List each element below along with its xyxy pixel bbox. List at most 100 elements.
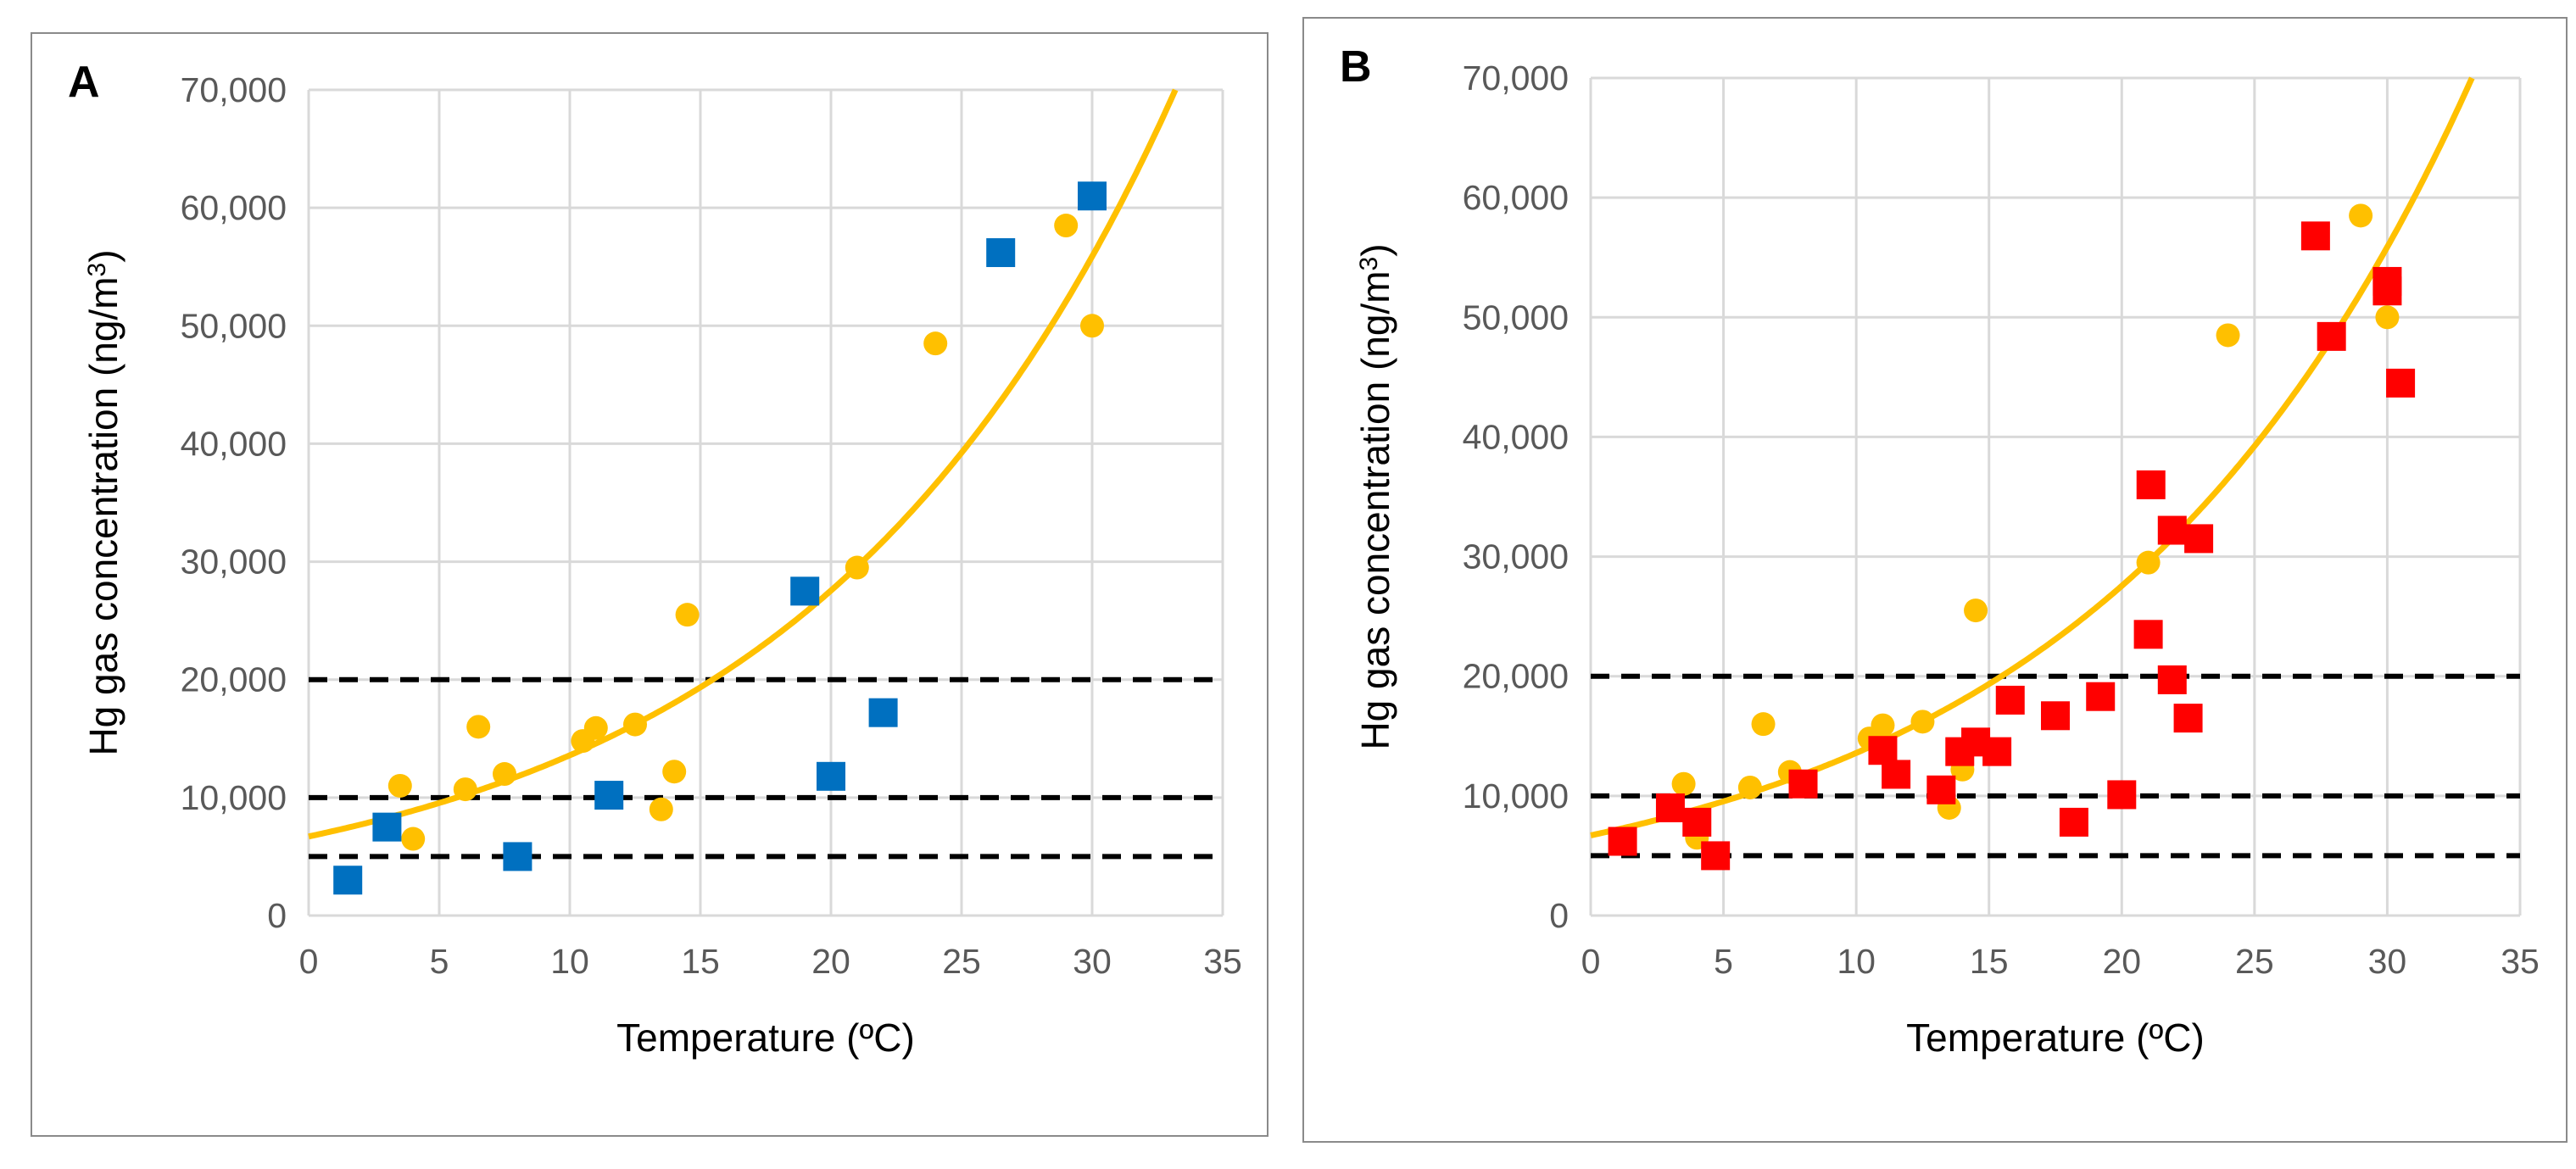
chart-a-svg: A 0 5 10 15 20 25 30 35 0 10,000 20,000 30,000 40,00…: [68, 58, 1242, 1060]
point-measured: [2133, 620, 2163, 649]
point-reference: [1671, 771, 1696, 796]
y-axis-label-main: Hg gas concentration (ng/m: [1353, 270, 1397, 749]
point-measured: [2086, 682, 2116, 711]
y-axis-label-close: ): [81, 249, 125, 262]
point-reference: [2136, 550, 2161, 575]
point-reference: [845, 555, 869, 580]
y-tick-label: 50,000: [1463, 298, 1569, 337]
point-reference: [1964, 598, 1988, 623]
point-measured: [2136, 470, 2166, 499]
x-tick-label: 0: [299, 942, 319, 981]
point-measured: [2372, 276, 2402, 306]
point-measured: [2059, 807, 2088, 837]
chart-b-svg: B 0 5 10 15 20 25 30 35 0 10,000 20,000 30,000 40,00…: [1340, 42, 2540, 1060]
y-tick-label: 40,000: [1463, 417, 1569, 456]
point-measured: [372, 812, 402, 842]
point-reference: [923, 331, 948, 356]
y-axis-label-close: ): [1353, 243, 1397, 256]
point-reference: [649, 797, 673, 821]
point-measured: [2300, 221, 2330, 251]
y-tick-label: 70,000: [181, 70, 287, 109]
point-reference: [1910, 710, 1935, 734]
point-reference: [675, 603, 700, 627]
grid: [307, 88, 1224, 917]
point-measured: [1982, 737, 2012, 766]
point-reference: [2375, 305, 2400, 330]
y-axis-label: Hg gas concentration (ng/m3): [1353, 243, 1397, 749]
point-measured: [1788, 769, 1818, 799]
point-measured: [2107, 780, 2137, 810]
x-tick-label: 0: [1581, 942, 1601, 981]
y-tick-label: 20,000: [1463, 657, 1569, 696]
x-axis-label: Temperature (ºC): [1906, 1016, 2205, 1060]
point-reference: [401, 827, 426, 851]
x-tick-label: 15: [681, 942, 720, 981]
x-tick-label: 10: [550, 942, 589, 981]
point-measured: [503, 842, 532, 871]
x-tick-label: 25: [2235, 942, 2274, 981]
point-reference: [388, 773, 412, 798]
point-reference: [453, 777, 477, 802]
point-measured: [1608, 827, 1637, 856]
y-tick-label: 70,000: [1463, 58, 1569, 97]
point-reference: [493, 762, 516, 787]
point-measured: [1682, 807, 1712, 837]
x-tick-label: 5: [430, 942, 449, 981]
x-tick-label: 35: [2501, 942, 2540, 981]
point-measured: [1926, 775, 1956, 804]
point-measured: [333, 866, 363, 895]
x-tick-label: 5: [1714, 942, 1733, 981]
point-measured: [2386, 368, 2416, 398]
x-tick-label: 30: [2368, 942, 2407, 981]
point-reference: [2349, 203, 2373, 228]
point-measured: [1655, 793, 1685, 822]
point-measured: [594, 781, 624, 810]
point-measured: [868, 698, 898, 727]
x-tick-label: 25: [942, 942, 981, 981]
y-tick-label: 0: [1549, 896, 1569, 935]
data-points: [333, 181, 1107, 895]
y-axis-label-sup: 3: [83, 263, 111, 277]
point-measured: [1701, 841, 1731, 871]
y-axis-label-sup: 3: [1355, 257, 1383, 271]
point-reference: [1751, 712, 1776, 737]
point-measured: [2157, 665, 2187, 694]
point-reference: [583, 715, 608, 740]
x-tick-label: 15: [1970, 942, 2009, 981]
point-measured: [2173, 704, 2203, 733]
point-measured: [2184, 524, 2214, 554]
y-tick-label: 10,000: [1463, 777, 1569, 816]
point-measured: [1882, 760, 1911, 789]
point-reference: [662, 760, 687, 784]
data-points: [1608, 203, 2416, 871]
point-measured: [790, 576, 820, 606]
y-tick-label: 50,000: [181, 306, 287, 345]
y-tick-label: 60,000: [181, 188, 287, 227]
point-measured: [986, 238, 1016, 268]
y-axis-label: Hg gas concentration (ng/m3): [81, 249, 125, 755]
point-reference: [1054, 214, 1079, 238]
y-tick-label: 10,000: [181, 778, 287, 817]
trend-line: [308, 88, 1179, 840]
tick-labels: 0 5 10 15 20 25 30 35 0 10,000 20,000 30,000 40,000 5…: [181, 70, 1242, 981]
chart-panel-a: A 0 5 10 15 20 25 30 35 0 10,000 20,000 30,000 40,00…: [31, 32, 1268, 1137]
y-axis-label-main: Hg gas concentration (ng/m: [81, 276, 125, 755]
y-tick-label: 40,000: [181, 424, 287, 463]
point-measured: [2317, 321, 2346, 351]
y-tick-label: 30,000: [181, 543, 287, 582]
exponential-trend-line: [308, 88, 1179, 840]
point-measured: [2041, 701, 2070, 731]
y-tick-label: 0: [267, 896, 287, 935]
point-reference: [2216, 323, 2240, 348]
x-tick-label: 20: [2102, 942, 2141, 981]
x-tick-label: 35: [1203, 942, 1242, 981]
point-reference: [1080, 314, 1104, 338]
point-reference: [466, 715, 491, 739]
x-tick-label: 10: [1837, 942, 1876, 981]
point-reference: [1737, 775, 1762, 799]
x-tick-label: 30: [1073, 942, 1112, 981]
reference-lines: [309, 676, 1223, 860]
x-tick-label: 20: [811, 942, 850, 981]
point-reference: [623, 712, 647, 737]
panel-label-a: A: [68, 58, 100, 107]
